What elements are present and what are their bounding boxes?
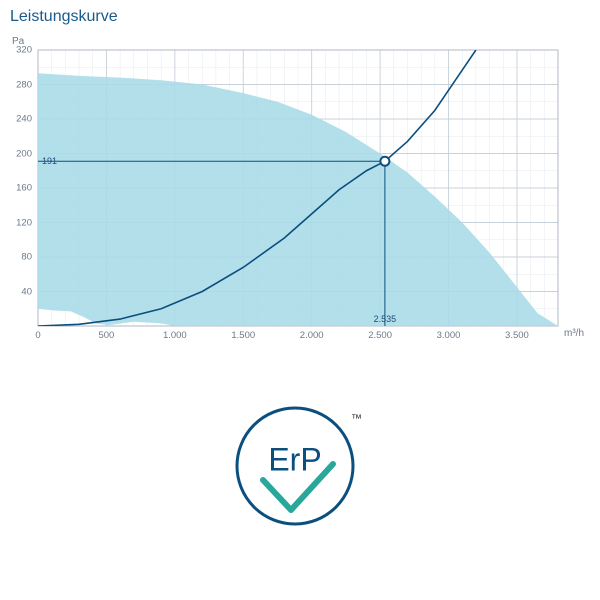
x-tick: 2.500 bbox=[368, 330, 392, 341]
x-tick: 500 bbox=[98, 330, 114, 341]
y-tick: 40 bbox=[8, 286, 32, 297]
chart-title: Leistungskurve bbox=[0, 0, 600, 36]
x-axis-label: m³/h bbox=[564, 328, 584, 339]
x-tick: 0 bbox=[35, 330, 40, 341]
chart-svg bbox=[0, 36, 560, 328]
marker-x-value: 2.535 bbox=[374, 314, 397, 324]
y-tick: 280 bbox=[8, 79, 32, 90]
marker-y-value: 191 bbox=[42, 156, 57, 166]
y-tick: 80 bbox=[8, 252, 32, 263]
erp-logo: ErP ™ bbox=[0, 396, 600, 541]
x-tick: 2.000 bbox=[300, 330, 324, 341]
x-tick: 1.500 bbox=[231, 330, 255, 341]
x-tick: 1.000 bbox=[163, 330, 187, 341]
y-tick: 240 bbox=[8, 114, 32, 125]
performance-chart: Pa m³/h 408012016020024028032005001.0001… bbox=[0, 36, 600, 346]
svg-text:™: ™ bbox=[351, 413, 362, 425]
x-tick: 3.000 bbox=[437, 330, 461, 341]
y-tick: 120 bbox=[8, 217, 32, 228]
y-tick: 200 bbox=[8, 148, 32, 159]
y-tick: 320 bbox=[8, 45, 32, 56]
y-tick: 160 bbox=[8, 183, 32, 194]
erp-logo-svg: ErP ™ bbox=[225, 396, 375, 536]
x-tick: 3.500 bbox=[505, 330, 529, 341]
svg-text:ErP: ErP bbox=[268, 441, 321, 477]
